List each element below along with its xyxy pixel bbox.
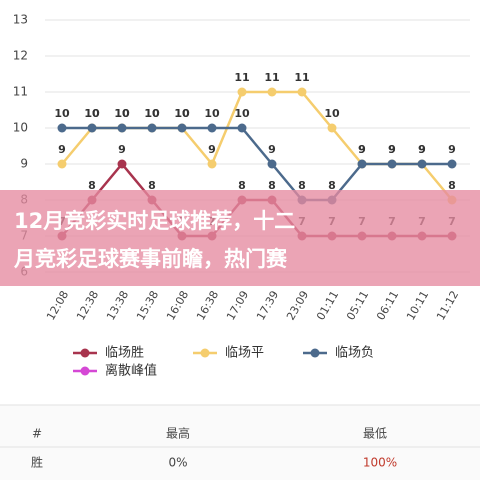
table-cell: 100% [363, 456, 397, 470]
data-label: 8 [328, 179, 336, 192]
data-point [207, 159, 217, 169]
data-label: 9 [268, 143, 276, 156]
data-point [117, 123, 127, 133]
table-header: 最高 [166, 426, 190, 441]
x-tick-label: 06:11 [374, 289, 401, 323]
data-point [297, 87, 307, 97]
x-tick-label: 01:11 [314, 289, 341, 323]
data-point [147, 123, 157, 133]
data-label: 11 [234, 71, 249, 84]
legend-marker [80, 366, 90, 376]
data-point [57, 123, 67, 133]
legend-marker [310, 348, 320, 358]
legend-label: 临场平 [225, 346, 264, 361]
data-label: 8 [148, 179, 156, 192]
data-label: 8 [268, 179, 276, 192]
data-label: 9 [358, 143, 366, 156]
data-label: 10 [144, 107, 160, 120]
x-tick-label: 11:12 [434, 289, 461, 323]
legend-label: 离散峰值 [105, 363, 157, 379]
data-point [117, 159, 127, 169]
x-tick-label: 12:08 [44, 289, 71, 323]
x-tick-label: 10:11 [404, 289, 431, 323]
data-label: 10 [324, 107, 340, 120]
data-label: 10 [114, 107, 130, 120]
data-point [57, 159, 67, 169]
table-header: # [32, 427, 42, 441]
data-label: 9 [358, 143, 366, 156]
data-label: 11 [264, 71, 279, 84]
data-label: 9 [418, 143, 426, 156]
data-point [387, 159, 397, 169]
data-label: 10 [174, 107, 190, 120]
table-cell: 胜 [31, 455, 43, 470]
banner-line: 12月竞彩实时足球推荐，十二 [14, 209, 295, 233]
data-label: 8 [448, 179, 456, 192]
series-line [62, 126, 452, 202]
legend-label: 临场负 [335, 346, 374, 361]
x-tick-label: 17:39 [254, 289, 281, 323]
legend-marker [80, 348, 90, 358]
data-label: 10 [234, 107, 250, 120]
x-tick-label: 17:09 [224, 289, 251, 323]
y-tick-label: 11 [13, 85, 28, 99]
x-tick-label: 12:38 [74, 289, 101, 323]
data-point [327, 123, 337, 133]
x-tick-label: 05:11 [344, 289, 371, 323]
y-tick-label: 12 [13, 49, 28, 63]
data-point [207, 123, 217, 133]
y-tick-label: 13 [13, 13, 28, 27]
x-tick-label: 16:38 [194, 289, 221, 323]
table-cell: 0% [168, 456, 187, 470]
data-point [237, 87, 247, 97]
x-tick-label: 16:08 [164, 289, 191, 323]
data-point [357, 159, 367, 169]
data-point [237, 123, 247, 133]
data-label: 10 [204, 107, 220, 120]
x-tick-label: 15:38 [134, 289, 161, 323]
data-label: 9 [418, 143, 426, 156]
data-label: 10 [144, 107, 160, 120]
data-point [267, 87, 277, 97]
data-label: 8 [88, 179, 96, 192]
table-header: 最低 [363, 427, 387, 441]
legend-marker [200, 348, 210, 358]
data-label: 9 [388, 143, 396, 156]
table-bg [0, 405, 480, 480]
data-point [267, 159, 277, 169]
data-label: 10 [84, 107, 100, 120]
data-label: 10 [54, 107, 70, 120]
data-label: 10 [174, 107, 190, 120]
data-label: 10 [114, 107, 130, 120]
data-label: 9 [388, 143, 396, 156]
banner-bg [0, 190, 480, 286]
banner-line: 月竞彩足球赛事前瞻，热门赛 [13, 247, 288, 271]
y-tick-label: 10 [13, 121, 28, 135]
data-point [177, 123, 187, 133]
data-point [447, 159, 457, 169]
y-tick-label: 9 [20, 157, 28, 171]
x-tick-label: 23:09 [284, 289, 311, 323]
x-tick-label: 13:38 [104, 289, 131, 323]
data-point [417, 159, 427, 169]
data-label: 10 [84, 107, 100, 120]
data-label: 8 [238, 179, 246, 192]
data-label: 9 [448, 143, 456, 156]
data-label: 8 [298, 179, 306, 192]
data-label: 9 [118, 143, 126, 156]
data-label: 9 [58, 143, 66, 156]
data-point [87, 123, 97, 133]
data-label: 11 [294, 71, 309, 84]
data-label: 9 [208, 143, 216, 156]
legend-label: 临场胜 [105, 346, 144, 361]
